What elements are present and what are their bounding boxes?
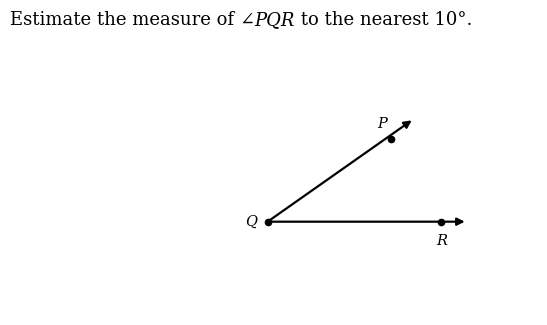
- Text: R: R: [436, 234, 447, 248]
- Text: P: P: [377, 117, 387, 131]
- Text: ∠: ∠: [240, 11, 255, 29]
- Text: to the nearest 10°.: to the nearest 10°.: [295, 11, 473, 29]
- Text: Q: Q: [245, 215, 257, 229]
- Text: PQR: PQR: [255, 11, 295, 29]
- Text: Estimate the measure of: Estimate the measure of: [10, 11, 240, 29]
